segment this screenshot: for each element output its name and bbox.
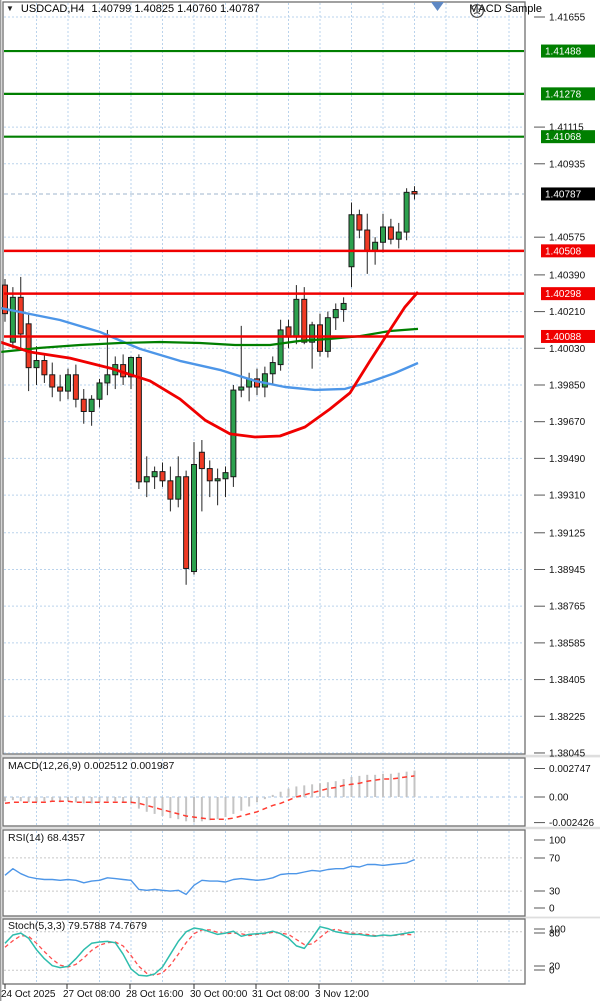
svg-text:1.40088: 1.40088 [545, 332, 582, 343]
svg-text:24 Oct 2025: 24 Oct 2025 [1, 989, 56, 1000]
svg-text:1.41488: 1.41488 [545, 47, 582, 58]
svg-text:0: 0 [549, 966, 555, 977]
svg-text:30: 30 [549, 887, 561, 898]
svg-text:31 Oct 08:00: 31 Oct 08:00 [252, 989, 310, 1000]
svg-text:-0.002426: -0.002426 [549, 818, 594, 829]
svg-text:0.00: 0.00 [549, 793, 569, 804]
svg-text:1.40030: 1.40030 [549, 344, 586, 355]
svg-text:30 Oct 00:00: 30 Oct 00:00 [190, 989, 248, 1000]
svg-text:1.40298: 1.40298 [545, 289, 582, 300]
ea-smiley-icon[interactable] [469, 3, 485, 19]
svg-text:27 Oct 08:00: 27 Oct 08:00 [63, 989, 121, 1000]
svg-text:70: 70 [549, 854, 561, 865]
svg-text:1.41068: 1.41068 [545, 132, 582, 143]
rsi-indicator-label: RSI(14) 68.4357 [8, 832, 86, 844]
ea-name-label: MACD Sample [469, 3, 542, 15]
svg-text:1.38585: 1.38585 [549, 638, 586, 649]
svg-text:1.39490: 1.39490 [549, 454, 586, 465]
macd-indicator-label: MACD(12,26,9) 0.002512 0.001987 [8, 760, 175, 772]
svg-text:1.40935: 1.40935 [549, 159, 586, 170]
svg-text:1.38765: 1.38765 [549, 602, 586, 613]
svg-text:1.40508: 1.40508 [545, 246, 582, 257]
svg-text:1.41278: 1.41278 [545, 89, 582, 100]
stoch-indicator-label: Stoch(5,3,3) 79.5788 74.7679 [8, 920, 147, 932]
svg-text:1.41655: 1.41655 [549, 13, 586, 24]
svg-text:100: 100 [549, 925, 566, 936]
svg-text:1.40390: 1.40390 [549, 270, 586, 281]
svg-text:1.41115: 1.41115 [549, 123, 584, 134]
svg-text:1.40787: 1.40787 [545, 189, 582, 200]
svg-text:3 Nov 12:00: 3 Nov 12:00 [315, 989, 369, 1000]
svg-text:1.39670: 1.39670 [549, 417, 586, 428]
svg-text:100: 100 [549, 836, 566, 847]
svg-text:28 Oct 16:00: 28 Oct 16:00 [126, 989, 184, 1000]
svg-text:1.38945: 1.38945 [549, 565, 586, 576]
chart-header: ▼ USDCAD,H4 1.40799 1.40825 1.40760 1.40… [6, 3, 260, 15]
svg-text:1.40575: 1.40575 [549, 233, 586, 244]
svg-text:1.38045: 1.38045 [549, 748, 586, 759]
svg-text:1.40210: 1.40210 [549, 307, 586, 318]
svg-text:1.38225: 1.38225 [549, 712, 586, 723]
svg-text:0.002747: 0.002747 [549, 764, 591, 775]
svg-text:1.38405: 1.38405 [549, 675, 586, 686]
symbol-timeframe-label: USDCAD,H4 [20, 3, 85, 15]
svg-text:80: 80 [549, 929, 561, 940]
svg-text:0: 0 [549, 904, 555, 915]
svg-text:1.39125: 1.39125 [549, 528, 586, 539]
ohlc-readout: 1.40799 1.40825 1.40760 1.40787 [91, 3, 260, 15]
symbol-dropdown-icon[interactable]: ▼ [6, 4, 14, 13]
svg-text:1.39850: 1.39850 [549, 380, 586, 391]
svg-text:20: 20 [549, 962, 561, 973]
svg-text:1.39310: 1.39310 [549, 491, 586, 502]
ea-badge[interactable]: MACD Sample [469, 3, 542, 18]
